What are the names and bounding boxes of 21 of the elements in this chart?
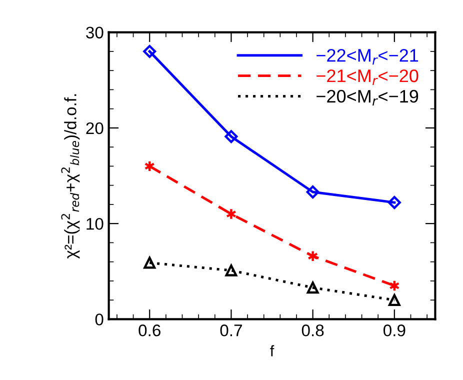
point <box>144 256 156 269</box>
point <box>388 294 400 306</box>
point <box>306 282 319 294</box>
point <box>225 264 238 276</box>
x-axis-title: f <box>270 345 274 356</box>
x-tick-label: 0.8 <box>302 324 324 336</box>
y-tick-label: 20 <box>86 122 104 134</box>
point <box>306 185 320 199</box>
y-tick-label: 30 <box>86 26 104 39</box>
y-tick-label: 0 <box>95 314 104 326</box>
point <box>388 196 401 210</box>
legend-label: −21<M$_{r}$<−20 <box>316 69 418 86</box>
point <box>143 44 156 58</box>
y-axis-title: χ²=(χ$^{2}$$_{red}$+χ$^{2}$$_{blue}$)/d.o.f. <box>61 94 80 259</box>
x-tick-label: 0.9 <box>383 324 406 336</box>
y-tick-label: 10 <box>86 218 104 230</box>
point <box>224 130 238 144</box>
legend-label: −22<M$_{r}$<−21 <box>316 48 418 65</box>
x-tick-label: 0.6 <box>138 324 160 336</box>
x-tick-label: 0.7 <box>220 324 242 336</box>
legend-label: −20<M$_{r}$<−19 <box>316 90 418 106</box>
